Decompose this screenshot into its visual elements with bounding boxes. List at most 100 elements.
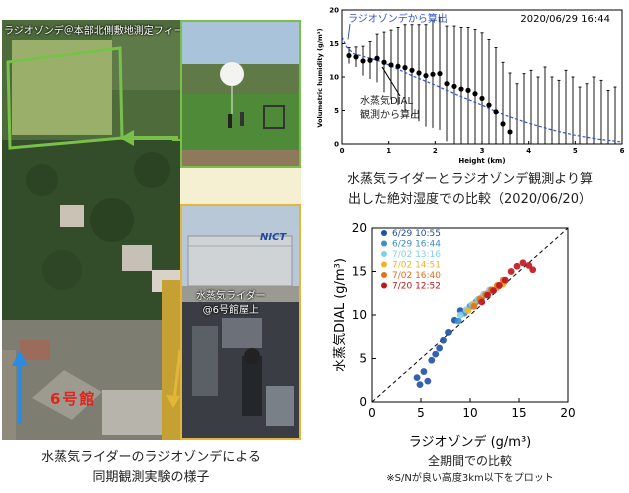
- scatter-legend-marker-0: [381, 230, 387, 236]
- dial-point-14: [444, 81, 450, 87]
- scatter-x-axis-label: ラジオゾンデ (g/m³): [409, 434, 532, 450]
- profile-caption-line1: 水蒸気ライダーとラジオゾンデ観測より算: [347, 172, 593, 187]
- left-caption: 水蒸気ライダーのラジオゾンデによる 同期観測実験の様子: [0, 448, 302, 488]
- scatter-point-s5-7: [519, 259, 527, 267]
- scatter-point-s5-8: [525, 262, 533, 269]
- profile-x-axis-label: Height (km): [458, 157, 505, 165]
- scatter-legend-marker-1: [381, 240, 387, 247]
- scatter-point-s5-3: [496, 282, 503, 289]
- profile-x-tick-2: 2: [433, 147, 438, 155]
- one-to-one-line: [371, 227, 569, 403]
- scatter-y-tick-4: 20: [352, 221, 367, 235]
- dial-point-3: [367, 57, 373, 63]
- dial-point-2: [360, 58, 366, 64]
- scatter-caption-line1: 全期間での比較: [427, 454, 512, 468]
- scatter-point-s2-0: [456, 311, 464, 319]
- scatter-point-s0-6: [436, 344, 444, 352]
- dial-point-7: [395, 63, 401, 69]
- scatter-point-s5-2: [490, 287, 497, 295]
- scatter-point-s5-1: [484, 291, 492, 299]
- scatter-point-s5-0: [478, 298, 486, 306]
- scatter-point-s0-0: [413, 374, 421, 382]
- scatter-legend-marker-3: [381, 261, 387, 268]
- lidar-label-line2: @6号館屋上: [202, 305, 259, 316]
- scatter-point-s3-0: [464, 307, 472, 315]
- scatter-y-tick-1: 5: [359, 352, 367, 366]
- scatter-legend-label-2: 7/02 13:16: [392, 250, 441, 260]
- dial-legend-line1: 水蒸気DIAL: [360, 94, 413, 107]
- scatter-legend-label-0: 6/29 10:55: [392, 229, 441, 239]
- scatter-point-s0-3: [424, 377, 432, 385]
- lidar-label-line1: 水蒸気ライダー: [196, 291, 266, 302]
- profile-y-tick-0: 0: [334, 141, 339, 149]
- dial-point-21: [493, 109, 499, 115]
- nict-logo: NICT: [260, 232, 287, 243]
- dial-point-11: [423, 73, 429, 79]
- dial-legend-arrow: [381, 66, 401, 97]
- scatter-point-s5-9: [529, 266, 537, 274]
- launch-site-title: ラジオゾンデ＠本部北側敷地測定フィールド から放球: [4, 26, 247, 37]
- scatter-point-s5-5: [507, 268, 515, 275]
- dial-point-0: [346, 52, 352, 59]
- dial-point-22: [500, 121, 506, 127]
- dial-point-4: [374, 55, 380, 61]
- scatter-legend-marker-2: [381, 251, 387, 257]
- scatter-tick-labels: 0 5 10 15 20 0 5 10 15 20: [352, 221, 576, 420]
- scatter-legend-label-3: 7/02 14:51: [392, 261, 441, 271]
- lidar-photo-drawing: [182, 206, 299, 438]
- scatter-point-s1-0: [454, 317, 462, 325]
- left-caption-line1: 水蒸気ライダーのラジオゾンデによる: [41, 450, 261, 465]
- balloon-launch-photo: [180, 20, 301, 168]
- radiosonde-series-line: [341, 36, 623, 143]
- scatter-y-tick-2: 10: [352, 308, 367, 322]
- scatter-point-s0-8: [445, 329, 452, 336]
- profile-points: [346, 52, 513, 135]
- dial-point-1: [353, 54, 359, 60]
- profile-y-tick-3: 15: [329, 40, 339, 48]
- dial-point-9: [409, 67, 415, 73]
- dial-point-20: [486, 102, 492, 108]
- profile-y-tick-1: 5: [334, 107, 339, 115]
- scatter-point-s5-6: [513, 262, 521, 270]
- scatter-points: [413, 259, 537, 388]
- profile-x-tick-6: 6: [620, 147, 625, 155]
- dial-point-13: [437, 71, 443, 77]
- scatter-y-axis-label: 水蒸気DIAL (g/m³): [332, 258, 348, 372]
- dial-point-23: [507, 129, 513, 135]
- profile-caption-line2: 出した絶対湿度での比較（2020/06/20）: [348, 192, 592, 207]
- profile-caption: 水蒸気ライダーとラジオゾンデ観測より算 出した絶対湿度での比較（2020/06/…: [312, 170, 628, 210]
- profile-x-tick-4: 4: [526, 147, 531, 155]
- scatter-y-tick-0: 0: [359, 395, 367, 409]
- balloon-launch-drawing: [182, 22, 299, 166]
- dial-point-10: [416, 70, 422, 76]
- dial-point-15: [451, 83, 457, 89]
- scatter-caption-line2: ※S/Nが良い高度3km以下をプロット: [386, 473, 554, 484]
- dial-point-18: [472, 91, 478, 97]
- scatter-point-s5-4: [501, 276, 509, 284]
- lidar-photo: [180, 204, 301, 440]
- scatter-legend-label-1: 6/29 16:44: [392, 240, 441, 250]
- profile-x-tick-1: 1: [386, 147, 391, 155]
- dial-point-17: [465, 87, 471, 93]
- scatter-legend-label-5: 7/20 12:52: [392, 282, 441, 292]
- profile-tick-labels: 0 1 2 3 4 5 6 0 5 10 15 20: [329, 7, 624, 156]
- scatter-x-tick-0: 0: [368, 406, 376, 420]
- photo-separator: [180, 168, 301, 204]
- profile-x-tick-5: 5: [573, 147, 578, 155]
- dial-point-16: [458, 86, 464, 92]
- radiosonde-legend: ラジオゾンデから算出: [348, 12, 448, 25]
- profile-lines: [341, 23, 623, 143]
- scatter-point-s0-1: [416, 381, 424, 388]
- scatter-point-s0-7: [440, 336, 447, 344]
- dial-point-8: [402, 65, 408, 71]
- profile-y-axis-label: Volumetric humidity (g/m³): [316, 28, 324, 127]
- dial-point-6: [388, 62, 394, 68]
- profile-y-tick-4: 20: [329, 7, 339, 15]
- radiosonde-legend-arrow: [347, 23, 351, 40]
- scatter-x-tick-4: 20: [560, 406, 575, 420]
- scatter-legend: 6/29 10:556/29 16:447/02 13:167/02 14:51…: [381, 229, 441, 292]
- dial-point-5: [381, 59, 387, 65]
- scatter-point-s4-0: [470, 302, 478, 310]
- building-6-label: 6号館: [50, 390, 97, 408]
